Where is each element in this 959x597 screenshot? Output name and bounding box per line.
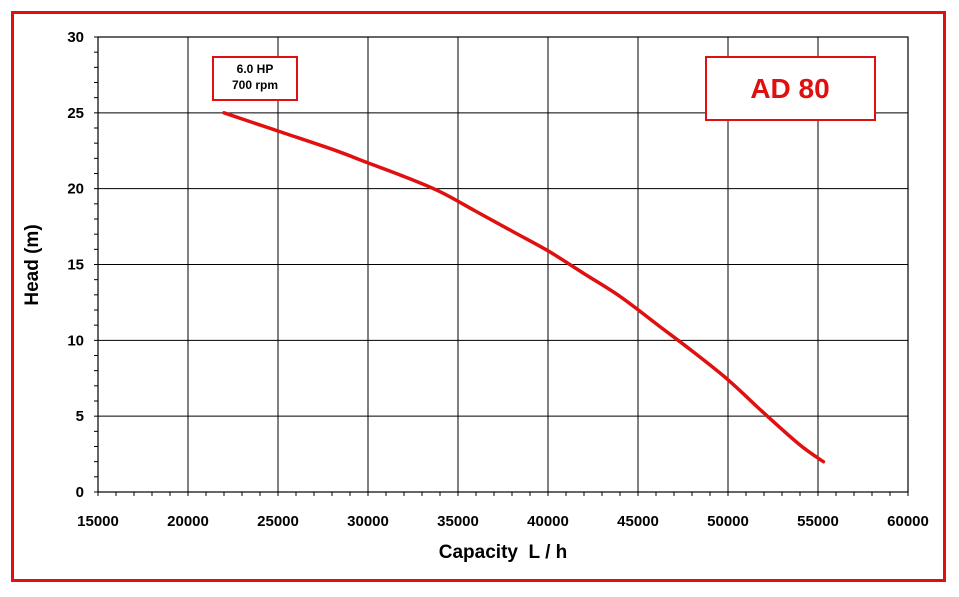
plot-area-border	[97, 36, 909, 493]
y-tick-label-3: 15	[67, 257, 84, 274]
x-tick-label-4: 35000	[437, 513, 479, 530]
y-tick-label-0: 0	[76, 484, 84, 501]
y-tick-label-5: 25	[67, 105, 84, 122]
x-tick-label-3: 30000	[347, 513, 389, 530]
motor-spec-box: 6.0 HP 700 rpm	[212, 56, 298, 101]
x-tick-label-9: 60000	[887, 513, 929, 530]
model-name-box: AD 80	[705, 56, 876, 121]
x-axis-title: Capacity L / h	[439, 542, 567, 563]
x-tick-label-2: 25000	[257, 513, 299, 530]
y-axis-title: Head (m)	[22, 224, 43, 305]
x-tick-label-7: 50000	[707, 513, 749, 530]
y-tick-labels: 0 5 10 15 20 25 30	[67, 29, 84, 501]
x-tick-label-1: 20000	[167, 513, 209, 530]
x-tick-label-6: 45000	[617, 513, 659, 530]
motor-speed-label: 700 rpm	[232, 78, 278, 92]
x-tick-label-5: 40000	[527, 513, 569, 530]
y-tick-label-2: 10	[67, 332, 84, 349]
x-tick-label-0: 15000	[77, 513, 119, 530]
x-tick-labels: 15000 20000 25000 30000 35000 40000 45000 50000…	[77, 513, 929, 530]
chart-frame	[11, 11, 946, 582]
motor-power-label: 6.0 HP	[237, 62, 274, 76]
minor-ticks	[94, 36, 909, 496]
series-line	[222, 111, 826, 464]
y-tick-label-6: 30	[67, 29, 84, 46]
model-name-label: AD 80	[750, 73, 829, 104]
x-tick-label-8: 55000	[797, 513, 839, 530]
y-tick-label-4: 20	[67, 181, 84, 198]
y-tick-label-1: 5	[76, 408, 84, 425]
